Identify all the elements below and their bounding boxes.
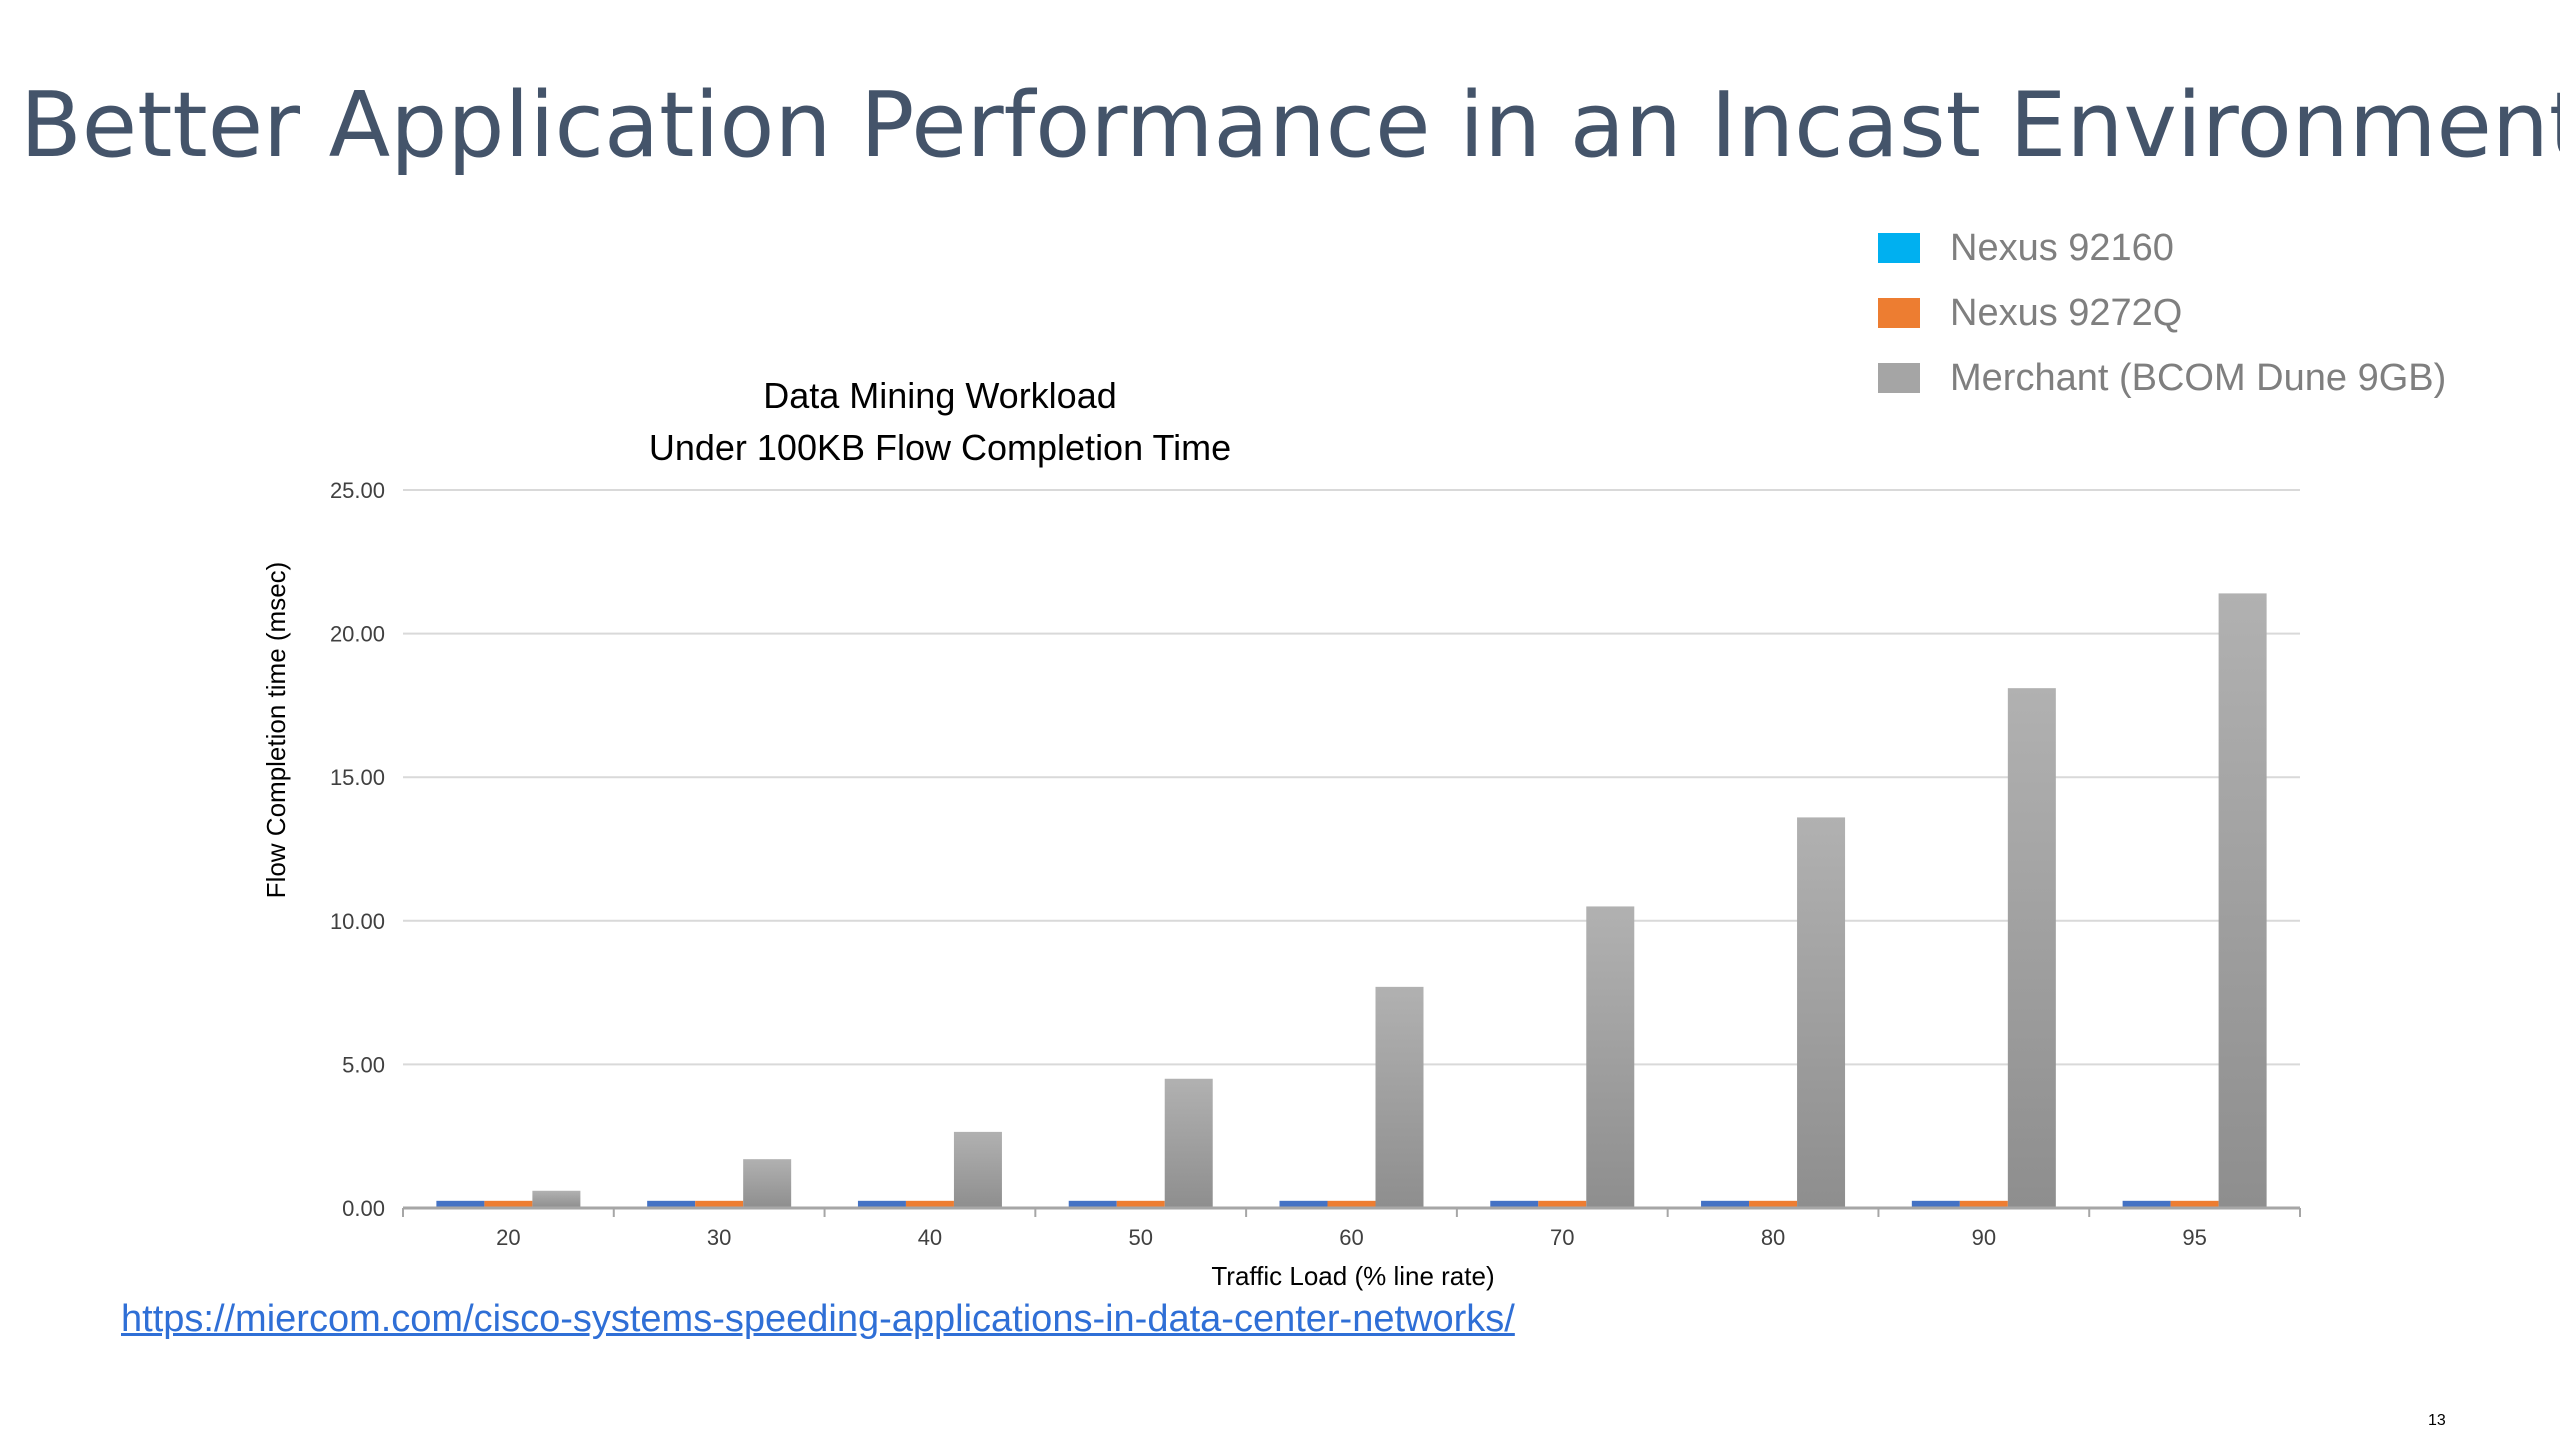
- y-tick-label: 5.00: [342, 1052, 385, 1077]
- bar-merchant: [953, 1131, 1002, 1208]
- x-tick-label: 60: [1339, 1225, 1363, 1250]
- x-axis: [402, 1206, 2301, 1217]
- bar-nexus-92160: [1068, 1200, 1117, 1208]
- y-tick-label: 10.00: [330, 909, 385, 934]
- x-tick-label: 30: [707, 1225, 731, 1250]
- bar-nexus-9272q: [1538, 1200, 1587, 1208]
- bar-nexus-9272q: [1749, 1200, 1798, 1208]
- legend-label: Merchant (BCOM Dune 9GB): [1950, 357, 2447, 399]
- bar-merchant: [1586, 906, 1635, 1208]
- chart-subtitle: Under 100KB Flow Completion Time: [649, 427, 1231, 468]
- bar-nexus-9272q: [905, 1200, 954, 1208]
- x-axis-title: Traffic Load (% line rate): [1211, 1261, 1494, 1291]
- legend-swatch: [1878, 298, 1920, 328]
- x-tick-label: 70: [1550, 1225, 1574, 1250]
- bar-merchant: [743, 1159, 792, 1208]
- bar-merchant: [2007, 688, 2056, 1208]
- legend-swatch: [1878, 233, 1920, 263]
- y-tick-label: 20.00: [330, 622, 385, 647]
- y-tick-label: 0.00: [342, 1196, 385, 1221]
- bar-nexus-9272q: [1959, 1200, 2008, 1208]
- y-axis-ticks: 0.00 5.00 10.00 15.00 20.00 25.00: [330, 478, 385, 1221]
- bar-nexus-92160: [857, 1200, 906, 1208]
- bar-nexus-92160: [1279, 1200, 1328, 1208]
- x-tick-label: 50: [1128, 1225, 1152, 1250]
- legend-swatch: [1878, 363, 1920, 393]
- gridlines: [403, 489, 2300, 1066]
- legend-label: Nexus 92160: [1950, 227, 2174, 269]
- x-tick-label: 90: [1972, 1225, 1996, 1250]
- source-link[interactable]: https://miercom.com/cisco-systems-speedi…: [121, 1298, 1515, 1340]
- bar-nexus-92160: [436, 1200, 485, 1208]
- y-axis-title: Flow Completion time (msec): [261, 562, 291, 899]
- x-tick-label: 20: [496, 1225, 520, 1250]
- x-axis-ticks: 20 30 40 50 60 70 80 90 95: [496, 1225, 2207, 1250]
- bar-nexus-9272q: [1327, 1200, 1376, 1208]
- bar-merchant: [532, 1190, 581, 1208]
- legend-label: Nexus 9272Q: [1950, 292, 2183, 334]
- bar-nexus-9272q: [695, 1200, 744, 1208]
- bars: [436, 593, 2267, 1208]
- x-tick-label: 95: [2182, 1225, 2206, 1250]
- x-tick-label: 80: [1761, 1225, 1785, 1250]
- page-number: 13: [2428, 1412, 2446, 1429]
- x-tick-label: 40: [918, 1225, 942, 1250]
- chart-title: Data Mining Workload: [763, 375, 1117, 416]
- y-tick-label: 25.00: [330, 478, 385, 503]
- bar-nexus-92160: [1490, 1200, 1539, 1208]
- bar-merchant: [1164, 1078, 1213, 1208]
- bar-nexus-92160: [647, 1200, 696, 1208]
- bar-merchant: [2218, 593, 2267, 1208]
- bar-nexus-92160: [2122, 1200, 2171, 1208]
- bar-nexus-92160: [1911, 1200, 1960, 1208]
- bar-nexus-9272q: [1116, 1200, 1165, 1208]
- bar-nexus-9272q: [2170, 1200, 2219, 1208]
- y-tick-label: 15.00: [330, 765, 385, 790]
- slide-title: Better Application Performance in an Inc…: [20, 73, 2560, 178]
- bar-nexus-92160: [1701, 1200, 1750, 1208]
- bar-merchant: [1375, 986, 1424, 1208]
- bar-merchant: [1797, 817, 1846, 1208]
- bar-nexus-9272q: [484, 1200, 533, 1208]
